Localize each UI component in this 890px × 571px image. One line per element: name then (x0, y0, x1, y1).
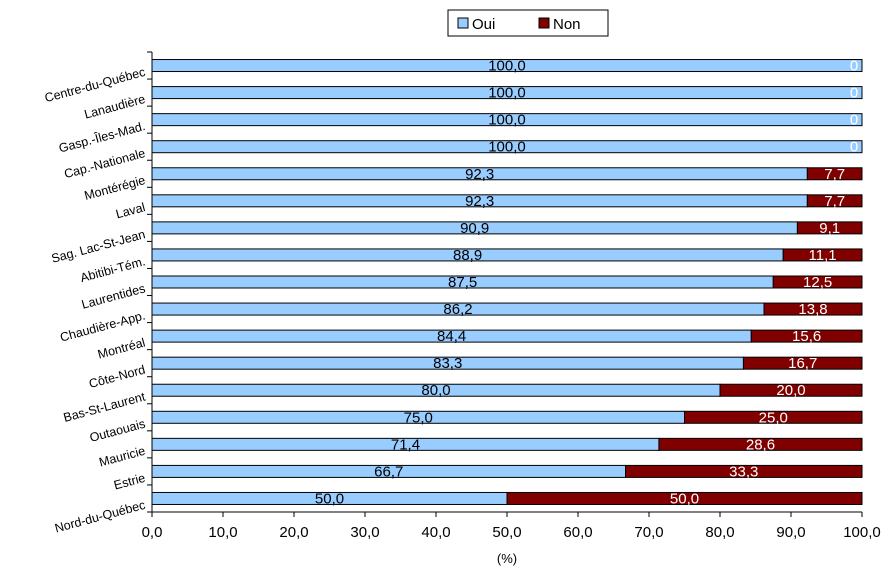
bar-non (806, 167, 863, 181)
data-label-oui: 84,4 (437, 328, 466, 345)
x-tick-label: 50,0 (492, 524, 521, 541)
data-label-non: 50,0 (670, 490, 699, 507)
category-label: Côte-Nord (87, 363, 146, 391)
data-label-oui: 88,9 (453, 247, 482, 264)
bar-non (506, 491, 863, 505)
x-tick-label: 30,0 (350, 524, 379, 541)
legend-swatch-oui (457, 17, 469, 29)
data-label-oui: 66,7 (374, 463, 403, 480)
legend: Oui Non (447, 9, 609, 37)
x-tick-label: 20,0 (279, 524, 308, 541)
legend-box (447, 9, 609, 37)
data-label-non: 12,5 (803, 274, 832, 291)
x-tick-label: 100,0 (843, 524, 881, 541)
data-label-non: 33,3 (729, 463, 758, 480)
data-label-oui: 83,3 (433, 355, 462, 372)
data-label-oui: 80,0 (421, 382, 450, 399)
x-tick-label: 90,0 (776, 524, 805, 541)
category-label: Montréal (96, 335, 147, 361)
data-label-non: 15,6 (792, 328, 821, 345)
bar-non (772, 275, 863, 289)
bar-non (658, 437, 863, 451)
legend-swatch-non (538, 17, 550, 29)
data-label-oui: 100,0 (488, 85, 526, 102)
category-label: Nord-du-Québec (53, 498, 147, 536)
category-label: Montérégie (83, 173, 147, 203)
data-label-oui: 100,0 (488, 112, 526, 129)
bar-non (684, 410, 863, 424)
data-label-non: 0 (850, 85, 858, 102)
category-label: Laurentides (80, 281, 147, 311)
x-tick-label: 10,0 (208, 524, 237, 541)
bar-non (719, 383, 863, 397)
category-label: Abitibi-Tém. (79, 254, 147, 285)
bars: 100,0 0 100,0 0 100,0 0 100,0 0 92,3 7,7 92,3 7,7 90… (151, 58, 863, 507)
data-label-oui: 86,2 (443, 301, 472, 318)
bar-non (806, 194, 863, 208)
data-label-non: 11,1 (809, 247, 837, 264)
bar-non (782, 248, 863, 262)
category-label: Mauricie (98, 444, 147, 470)
category-label: Estrie (112, 471, 147, 493)
legend-label-non: Non (553, 16, 581, 33)
x-tick-label: 60,0 (563, 524, 592, 541)
data-label-non: 7,7 (824, 193, 845, 210)
data-label-oui: 50,0 (315, 490, 344, 507)
bar-non (625, 464, 863, 478)
x-tick-label: 40,0 (421, 524, 450, 541)
data-label-non: 0 (850, 139, 858, 156)
data-label-non: 9,1 (819, 220, 840, 237)
data-label-oui: 87,5 (448, 274, 477, 291)
category-label: Laval (114, 200, 146, 221)
data-label-non: 0 (850, 112, 858, 129)
x-tick-label: 80,0 (705, 524, 734, 541)
category-label: Lanaudière (83, 92, 147, 122)
bar-non (796, 221, 863, 235)
data-label-non: 0 (850, 58, 858, 75)
data-label-oui: 92,3 (465, 166, 494, 183)
bar-non (742, 356, 863, 370)
data-label-oui: 71,4 (391, 436, 420, 453)
data-label-oui: 92,3 (465, 193, 494, 210)
data-label-oui: 100,0 (488, 139, 526, 156)
x-axis-title: (%) (497, 551, 517, 566)
data-label-oui: 100,0 (488, 58, 526, 75)
data-label-non: 25,0 (759, 409, 788, 426)
data-label-non: 13,8 (798, 301, 827, 318)
x-tick-label: 0,0 (142, 524, 163, 541)
bar-non (750, 329, 863, 343)
legend-label-oui: Oui (472, 16, 495, 33)
data-label-oui: 75,0 (404, 409, 433, 426)
category-label: Outaouais (88, 417, 147, 445)
data-label-non: 20,0 (776, 382, 805, 399)
x-tick-label: 70,0 (634, 524, 663, 541)
data-label-non: 28,6 (746, 436, 775, 453)
data-label-oui: 90,9 (460, 220, 489, 237)
data-label-non: 16,7 (788, 355, 817, 372)
bar-non (763, 302, 863, 316)
data-label-non: 7,7 (824, 166, 845, 183)
